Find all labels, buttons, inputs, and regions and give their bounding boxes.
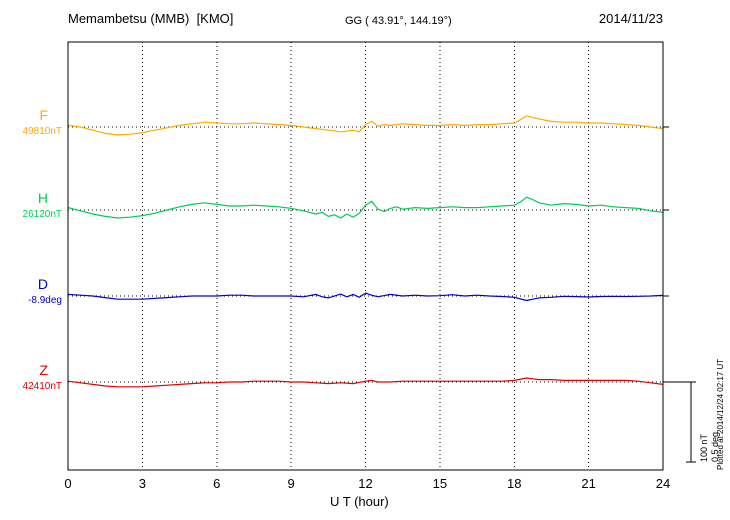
series-baseline-value-F: 49810nT	[22, 126, 62, 137]
series-letter-Z: Z	[39, 362, 48, 378]
plotted-at-note: Plotted at 2014/12/24 02:17 UT	[716, 358, 725, 470]
x-tick-label: 18	[507, 476, 521, 491]
series-letter-H: H	[37, 190, 48, 206]
x-tick-label: 0	[64, 476, 71, 491]
plot-border	[67, 41, 664, 471]
series-letter-F: F	[39, 107, 48, 123]
series-baseline-value-Z: 42410nT	[22, 381, 62, 392]
x-axis-title: U T (hour)	[330, 494, 389, 509]
x-tick-label: 6	[213, 476, 220, 491]
trace-F	[67, 115, 664, 136]
x-tick-label: 12	[358, 476, 372, 491]
scale-label-nt: 100 nT	[699, 433, 709, 462]
x-tick-label: 21	[581, 476, 595, 491]
x-tick-label: 9	[288, 476, 295, 491]
geographic-coordinates: GG ( 43.91°, 144.19°)	[345, 15, 452, 27]
plot-date: 2014/11/23	[598, 11, 663, 26]
trace-H	[67, 196, 664, 219]
x-tick-label: 24	[656, 476, 670, 491]
series-baseline-value-D: -8.9deg	[28, 295, 62, 306]
trace-D	[67, 292, 664, 302]
x-tick-label: 15	[433, 476, 447, 491]
series-baseline-value-H: 26120nT	[22, 209, 62, 220]
x-tick-label: 3	[139, 476, 146, 491]
trace-Z	[67, 377, 664, 388]
series-letter-D: D	[37, 276, 48, 292]
station-title: Memambetsu (MMB) [KMO]	[68, 11, 234, 26]
